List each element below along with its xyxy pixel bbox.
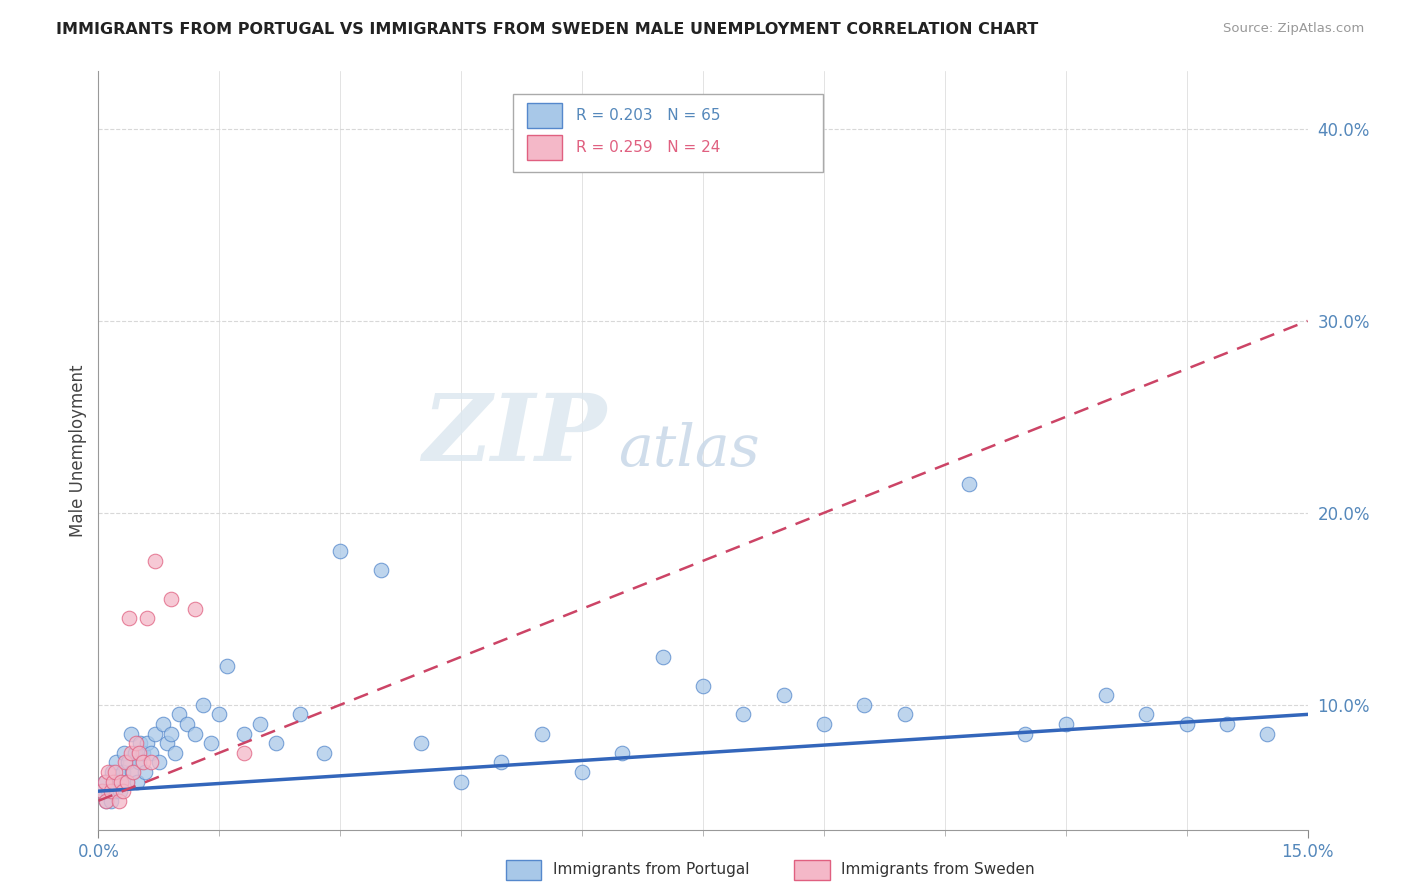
Text: Immigrants from Sweden: Immigrants from Sweden bbox=[841, 863, 1035, 877]
Point bbox=[217, 659, 239, 673]
Point bbox=[134, 764, 156, 779]
Point bbox=[96, 794, 118, 808]
Point bbox=[125, 736, 148, 750]
Point bbox=[101, 764, 124, 779]
Point bbox=[122, 764, 145, 779]
Point bbox=[612, 746, 634, 760]
Point bbox=[139, 756, 162, 770]
Point bbox=[1216, 717, 1239, 731]
Point bbox=[100, 784, 122, 798]
Point bbox=[160, 592, 183, 607]
Text: atlas: atlas bbox=[619, 422, 761, 479]
Text: R = 0.203   N = 65: R = 0.203 N = 65 bbox=[576, 109, 721, 123]
Text: Immigrants from Portugal: Immigrants from Portugal bbox=[553, 863, 749, 877]
Y-axis label: Male Unemployment: Male Unemployment bbox=[69, 364, 87, 537]
Point bbox=[692, 679, 714, 693]
Point bbox=[249, 717, 271, 731]
Point bbox=[1095, 688, 1118, 702]
Text: Source: ZipAtlas.com: Source: ZipAtlas.com bbox=[1223, 22, 1364, 36]
Point bbox=[135, 611, 157, 625]
Point bbox=[94, 774, 117, 789]
Point bbox=[127, 774, 149, 789]
Point bbox=[288, 707, 311, 722]
Point bbox=[208, 707, 231, 722]
Point bbox=[530, 726, 553, 740]
Point bbox=[107, 794, 129, 808]
Point bbox=[124, 746, 146, 760]
Point bbox=[105, 756, 128, 770]
Point bbox=[152, 717, 174, 731]
Point bbox=[184, 726, 207, 740]
Point bbox=[103, 784, 125, 798]
Point bbox=[128, 756, 150, 770]
Text: IMMIGRANTS FROM PORTUGAL VS IMMIGRANTS FROM SWEDEN MALE UNEMPLOYMENT CORRELATION: IMMIGRANTS FROM PORTUGAL VS IMMIGRANTS F… bbox=[56, 22, 1039, 37]
Point bbox=[110, 774, 132, 789]
Point bbox=[112, 746, 135, 760]
Point bbox=[120, 726, 142, 740]
Point bbox=[143, 726, 166, 740]
Point bbox=[132, 756, 155, 770]
Point bbox=[115, 774, 138, 789]
Point bbox=[1054, 717, 1077, 731]
Point bbox=[370, 563, 392, 577]
Point bbox=[651, 649, 673, 664]
Point bbox=[733, 707, 755, 722]
Point bbox=[156, 736, 179, 750]
Point bbox=[200, 736, 222, 750]
Point bbox=[128, 746, 150, 760]
Point bbox=[314, 746, 336, 760]
Point bbox=[108, 784, 131, 798]
Point bbox=[148, 756, 170, 770]
Point bbox=[115, 774, 138, 789]
Point bbox=[111, 764, 134, 779]
Point bbox=[163, 746, 186, 760]
Point bbox=[100, 794, 122, 808]
Point bbox=[450, 774, 472, 789]
Point bbox=[232, 726, 254, 740]
Point bbox=[893, 707, 915, 722]
Point bbox=[813, 717, 835, 731]
Point bbox=[97, 784, 120, 798]
Point bbox=[409, 736, 432, 750]
Point bbox=[491, 756, 513, 770]
Point bbox=[101, 774, 124, 789]
Point bbox=[193, 698, 215, 712]
Point bbox=[91, 784, 114, 798]
Point bbox=[139, 746, 162, 760]
Point bbox=[118, 611, 141, 625]
Point bbox=[129, 736, 152, 750]
Point bbox=[117, 756, 139, 770]
Point bbox=[132, 746, 155, 760]
Text: ZIP: ZIP bbox=[422, 391, 606, 480]
Point bbox=[114, 756, 136, 770]
Point bbox=[571, 764, 593, 779]
Point bbox=[853, 698, 876, 712]
Point bbox=[1256, 726, 1278, 740]
Point bbox=[96, 794, 118, 808]
Point bbox=[91, 784, 114, 798]
Point bbox=[176, 717, 198, 731]
Point bbox=[1175, 717, 1198, 731]
Point bbox=[160, 726, 183, 740]
Point bbox=[111, 784, 134, 798]
Point bbox=[1014, 726, 1036, 740]
Point bbox=[1135, 707, 1157, 722]
Point bbox=[103, 764, 125, 779]
Point bbox=[329, 544, 352, 558]
Point bbox=[772, 688, 794, 702]
Point bbox=[264, 736, 287, 750]
Point bbox=[97, 764, 120, 779]
Point bbox=[167, 707, 190, 722]
Text: R = 0.259   N = 24: R = 0.259 N = 24 bbox=[576, 140, 721, 154]
Point bbox=[143, 554, 166, 568]
Point bbox=[135, 736, 157, 750]
Point bbox=[120, 746, 142, 760]
Point bbox=[957, 477, 980, 491]
Point bbox=[107, 774, 129, 789]
Point bbox=[94, 774, 117, 789]
Point bbox=[232, 746, 254, 760]
Point bbox=[184, 602, 207, 616]
Point bbox=[121, 764, 143, 779]
